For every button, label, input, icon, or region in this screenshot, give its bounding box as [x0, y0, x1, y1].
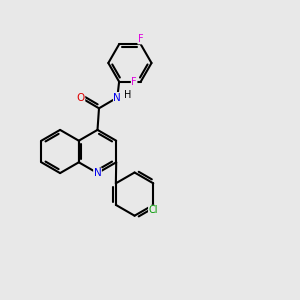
Text: F: F: [131, 77, 137, 87]
Text: H: H: [124, 90, 131, 100]
Text: O: O: [76, 92, 85, 103]
Text: F: F: [138, 34, 143, 44]
Text: N: N: [113, 92, 121, 103]
Text: N: N: [94, 168, 101, 178]
Text: Cl: Cl: [148, 205, 158, 215]
